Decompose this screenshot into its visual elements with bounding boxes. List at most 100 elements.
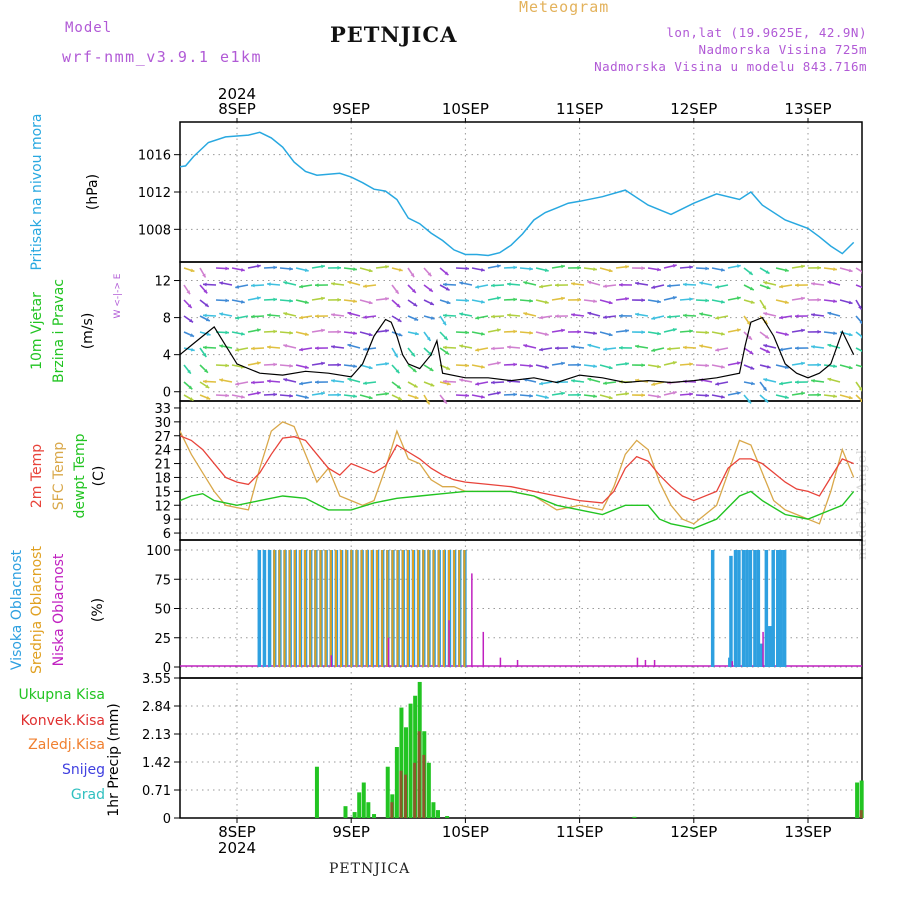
wind-arrow-head xyxy=(240,299,245,304)
wind-arrow-head xyxy=(689,329,693,334)
y-tick-label: 6 xyxy=(163,527,171,542)
wind-arrow-head xyxy=(513,329,517,334)
wind-arrow-head xyxy=(304,300,309,305)
cloud-bar-mid xyxy=(463,550,466,667)
wind-arrow-head xyxy=(577,362,581,367)
wind-arrow-head xyxy=(203,345,207,350)
wind-arrow-head xyxy=(860,336,862,339)
wind-arrow-head xyxy=(862,286,866,290)
x-year-label-bottom: 2024 xyxy=(218,839,256,857)
precip-bar-total xyxy=(366,802,371,818)
wind-arrow-head xyxy=(446,300,451,305)
cloud-bar-mid xyxy=(340,550,343,667)
pressure-axis-title: Pritisak na nivou mora xyxy=(29,113,45,270)
cloud-bar-mid xyxy=(334,550,337,667)
wind-arrow-head xyxy=(426,336,431,341)
cloud-bar-low xyxy=(499,657,502,667)
wind-arrow-head xyxy=(289,393,293,398)
wind-arrow-head xyxy=(593,331,597,336)
wind-arrow-head xyxy=(353,267,357,272)
cloud-bar-mid xyxy=(458,550,461,667)
wind-arrow-head xyxy=(795,314,799,319)
wind-arrow-head xyxy=(736,264,741,269)
wind-arrow-head xyxy=(273,329,277,334)
wind-arrow-head xyxy=(491,283,495,288)
cloud-bar-mid xyxy=(417,550,420,667)
wind-arrow-head xyxy=(446,381,451,386)
precip-bar-convective xyxy=(413,762,417,818)
wind-arrow-head xyxy=(475,347,480,352)
wind-arrow-head xyxy=(779,284,783,289)
wind-arrow-head xyxy=(608,332,613,337)
wind-arrow-head xyxy=(337,329,341,334)
cloud-bar-high xyxy=(764,550,769,667)
wind-arrow-head xyxy=(363,347,367,352)
cloud-bar-mid xyxy=(278,550,281,667)
temp-title-dewpt: dewpt Temp xyxy=(72,433,88,518)
wind-arrow-head xyxy=(413,302,418,307)
wind-arrow-head xyxy=(705,393,709,398)
wind-arrow-head xyxy=(699,281,704,286)
wind-arrow-head xyxy=(672,390,677,395)
wind-arrow-head xyxy=(190,347,195,352)
wind-arrow-head xyxy=(861,352,862,354)
precip-bar-total xyxy=(385,766,390,818)
wind-arrow-head xyxy=(625,361,629,366)
wind-arrow-head xyxy=(412,368,417,373)
precip-bar-total xyxy=(445,816,450,818)
page-title: PETNJICA xyxy=(330,22,458,47)
wind-arrow-head xyxy=(833,299,837,304)
wind-arrow-head xyxy=(205,384,210,388)
wind-arrow-head xyxy=(827,280,832,285)
wind-arrow-head xyxy=(651,348,656,353)
cloud-bar-mid xyxy=(386,550,389,667)
precip-bar-total xyxy=(408,703,413,818)
wind-axis-title-2: Brzina i Pravac xyxy=(51,279,67,383)
y-tick-label: 0 xyxy=(163,812,171,827)
wind-arrow-head xyxy=(765,349,770,353)
meteogram-label: Meteogram xyxy=(519,0,610,16)
wind-arrow-head xyxy=(827,377,832,382)
wind-arrow-head xyxy=(446,366,451,370)
cloud-bar-mid xyxy=(288,550,291,667)
cloud-bar-high xyxy=(782,550,787,667)
cloud-bar-mid xyxy=(401,550,404,667)
wind-arrow-head xyxy=(189,318,194,323)
precip-bar-convective xyxy=(859,810,863,818)
wind-arrow-head xyxy=(256,328,261,333)
wind-arrow-head xyxy=(465,298,469,303)
cloud-bar-mid xyxy=(298,550,301,667)
wind-arrow-head xyxy=(289,363,293,368)
wind-arrow-head xyxy=(587,311,592,316)
wind-arrow-head xyxy=(603,381,607,386)
cloud-bar-mid xyxy=(329,550,332,667)
wind-arrow-head xyxy=(544,332,549,337)
wind-arrow-head xyxy=(577,265,581,270)
wind-arrow-head xyxy=(561,361,565,366)
wind-arrow-head xyxy=(651,382,656,387)
wind-arrow-head xyxy=(496,264,501,269)
wind-arrow-head xyxy=(304,365,309,370)
wind-arrow-head xyxy=(225,393,229,398)
precip-bar-total xyxy=(413,695,418,818)
wind-arrow-head xyxy=(283,311,288,316)
wind-arrow-head xyxy=(858,387,862,391)
cloud-bar-high xyxy=(745,550,749,667)
wind-arrow-head xyxy=(337,362,341,367)
wind-arrow-head xyxy=(561,264,565,269)
y-tick-label: 1012 xyxy=(138,186,171,201)
wind-arrow-head xyxy=(394,353,398,358)
wind-arrow-head xyxy=(689,362,693,367)
precip-legend-item: Ukupna Kisa xyxy=(18,687,105,703)
lonlat-info: lon,lat (19.9625E, 42.9N) xyxy=(666,25,867,40)
wind-arrow-head xyxy=(715,347,720,352)
wind-arrow-head xyxy=(203,379,207,384)
wind-arrow-head xyxy=(491,346,495,351)
wind-arrow-head xyxy=(555,346,559,351)
cloud-title-low: Niska Oblacnost xyxy=(51,553,67,666)
wind-arrow-head xyxy=(347,311,352,316)
wind-arrow-head xyxy=(443,399,447,404)
wind-arrow-head xyxy=(764,398,769,403)
y-tick-label: 33 xyxy=(154,402,171,417)
wind-arrow-head xyxy=(289,266,293,271)
